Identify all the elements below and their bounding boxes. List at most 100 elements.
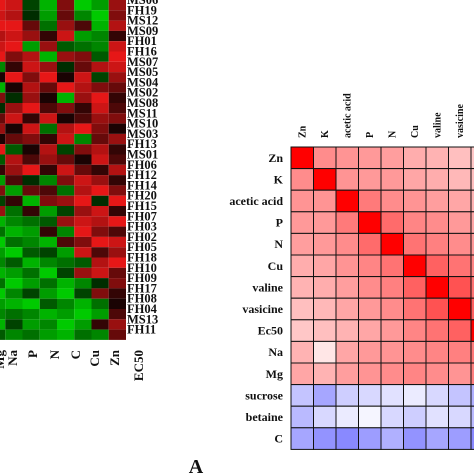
heatmap-cell bbox=[91, 133, 109, 145]
heatmap-cell bbox=[57, 236, 75, 248]
heatmap-cell bbox=[108, 72, 126, 83]
heatmap-cell bbox=[22, 154, 40, 165]
heatmap-row-label: MS02 bbox=[127, 86, 158, 100]
heatmap-cell bbox=[22, 92, 40, 103]
heatmap-cell bbox=[91, 185, 109, 196]
heatmap-cell bbox=[39, 236, 57, 248]
heatmap-cell bbox=[74, 319, 92, 330]
heatmap-row-label: FH20 bbox=[127, 189, 157, 203]
heatmap-cell bbox=[5, 0, 23, 11]
heatmap-cell bbox=[108, 103, 126, 114]
correlation-column-label: K bbox=[320, 130, 331, 138]
heatmap-cell bbox=[5, 144, 23, 155]
heatmap-cell bbox=[39, 164, 57, 176]
heatmap-cell bbox=[108, 206, 126, 217]
correlation-cell bbox=[313, 146, 337, 170]
heatmap-cell bbox=[108, 226, 126, 237]
correlation-cell bbox=[335, 362, 359, 386]
heatmap-cell bbox=[5, 41, 23, 52]
heatmap-cell bbox=[39, 319, 57, 330]
heatmap-cell bbox=[91, 247, 109, 258]
heatmap-cell bbox=[57, 288, 75, 299]
correlation-cell bbox=[448, 232, 472, 256]
correlation-cell bbox=[335, 427, 359, 450]
heatmap-cell bbox=[5, 267, 23, 279]
heatmap-cell bbox=[91, 195, 109, 206]
heatmap-cell bbox=[0, 267, 6, 279]
heatmap-cell bbox=[0, 226, 6, 237]
heatmap-row-label: FH13 bbox=[127, 137, 157, 151]
correlation-cell bbox=[425, 340, 449, 364]
correlation-column-label: N bbox=[387, 130, 398, 138]
correlation-cell bbox=[403, 211, 427, 234]
heatmap-cell bbox=[57, 247, 75, 258]
correlation-cell bbox=[358, 168, 382, 191]
heatmap-cell bbox=[91, 10, 109, 21]
correlation-cell bbox=[358, 189, 382, 213]
correlation-cell bbox=[313, 340, 337, 364]
heatmap-cell bbox=[57, 113, 75, 124]
heatmap-cell bbox=[0, 298, 6, 309]
heatmap-cell bbox=[39, 226, 57, 237]
heatmap-cell bbox=[57, 41, 75, 52]
correlation-cell bbox=[448, 146, 472, 170]
heatmap-cell bbox=[57, 267, 75, 279]
heatmap-cell bbox=[39, 10, 57, 21]
heatmap-cell bbox=[91, 278, 109, 289]
heatmap-cell bbox=[39, 267, 57, 279]
heatmap-row-label: MS06 bbox=[127, 0, 158, 7]
heatmap-cell bbox=[108, 257, 126, 268]
heatmap-cell bbox=[39, 309, 57, 320]
heatmap-cell bbox=[5, 236, 23, 248]
heatmap-cell bbox=[5, 164, 23, 176]
correlation-cell bbox=[313, 384, 337, 407]
heatmap-cell bbox=[0, 247, 6, 258]
heatmap-cell bbox=[74, 0, 92, 11]
heatmap-cell bbox=[57, 175, 75, 186]
correlation-cell bbox=[470, 427, 474, 450]
heatmap-cell bbox=[57, 319, 75, 330]
heatmap-cell bbox=[74, 113, 92, 124]
correlation-cell bbox=[335, 232, 359, 256]
heatmap-cell bbox=[5, 133, 23, 145]
heatmap-cell bbox=[74, 329, 92, 340]
heatmap-cell bbox=[108, 20, 126, 31]
heatmap-row-label: FH19 bbox=[127, 3, 157, 17]
correlation-cell bbox=[425, 319, 449, 342]
heatmap-cell bbox=[108, 92, 126, 103]
heatmap-cell bbox=[5, 319, 23, 330]
heatmap-cell bbox=[22, 298, 40, 309]
heatmap-cell bbox=[74, 216, 92, 227]
heatmap-cell bbox=[0, 175, 6, 186]
correlation-cell bbox=[290, 297, 314, 321]
heatmap-cell bbox=[91, 319, 109, 330]
correlation-cell bbox=[358, 405, 382, 429]
heatmap-cell bbox=[57, 72, 75, 83]
heatmap-cell bbox=[91, 144, 109, 155]
correlation-cell bbox=[335, 146, 359, 170]
correlation-cell bbox=[425, 427, 449, 450]
correlation-cell bbox=[358, 146, 382, 170]
heatmap-row-label: FH08 bbox=[127, 292, 157, 306]
heatmap-cell bbox=[0, 309, 6, 320]
correlation-cell bbox=[425, 189, 449, 213]
correlation-cell bbox=[335, 384, 359, 407]
correlation-cell bbox=[335, 211, 359, 234]
heatmap-cell bbox=[5, 10, 23, 21]
heatmap-cell bbox=[74, 298, 92, 309]
correlation-cell bbox=[290, 211, 314, 234]
heatmap-cell bbox=[0, 61, 6, 73]
heatmap-cell bbox=[5, 329, 23, 340]
heatmap-cell bbox=[74, 226, 92, 237]
heatmap-cell bbox=[91, 206, 109, 217]
heatmap-cell bbox=[22, 41, 40, 52]
heatmap-cell bbox=[22, 309, 40, 320]
heatmap-cell bbox=[91, 226, 109, 237]
heatmap-row-label: MS09 bbox=[127, 24, 158, 38]
correlation-cell bbox=[448, 340, 472, 364]
heatmap-cell bbox=[39, 247, 57, 258]
heatmap-cell bbox=[0, 82, 6, 93]
heatmap-cell bbox=[39, 61, 57, 73]
heatmap-row-label: MS12 bbox=[127, 14, 158, 28]
heatmap-cell bbox=[39, 154, 57, 165]
